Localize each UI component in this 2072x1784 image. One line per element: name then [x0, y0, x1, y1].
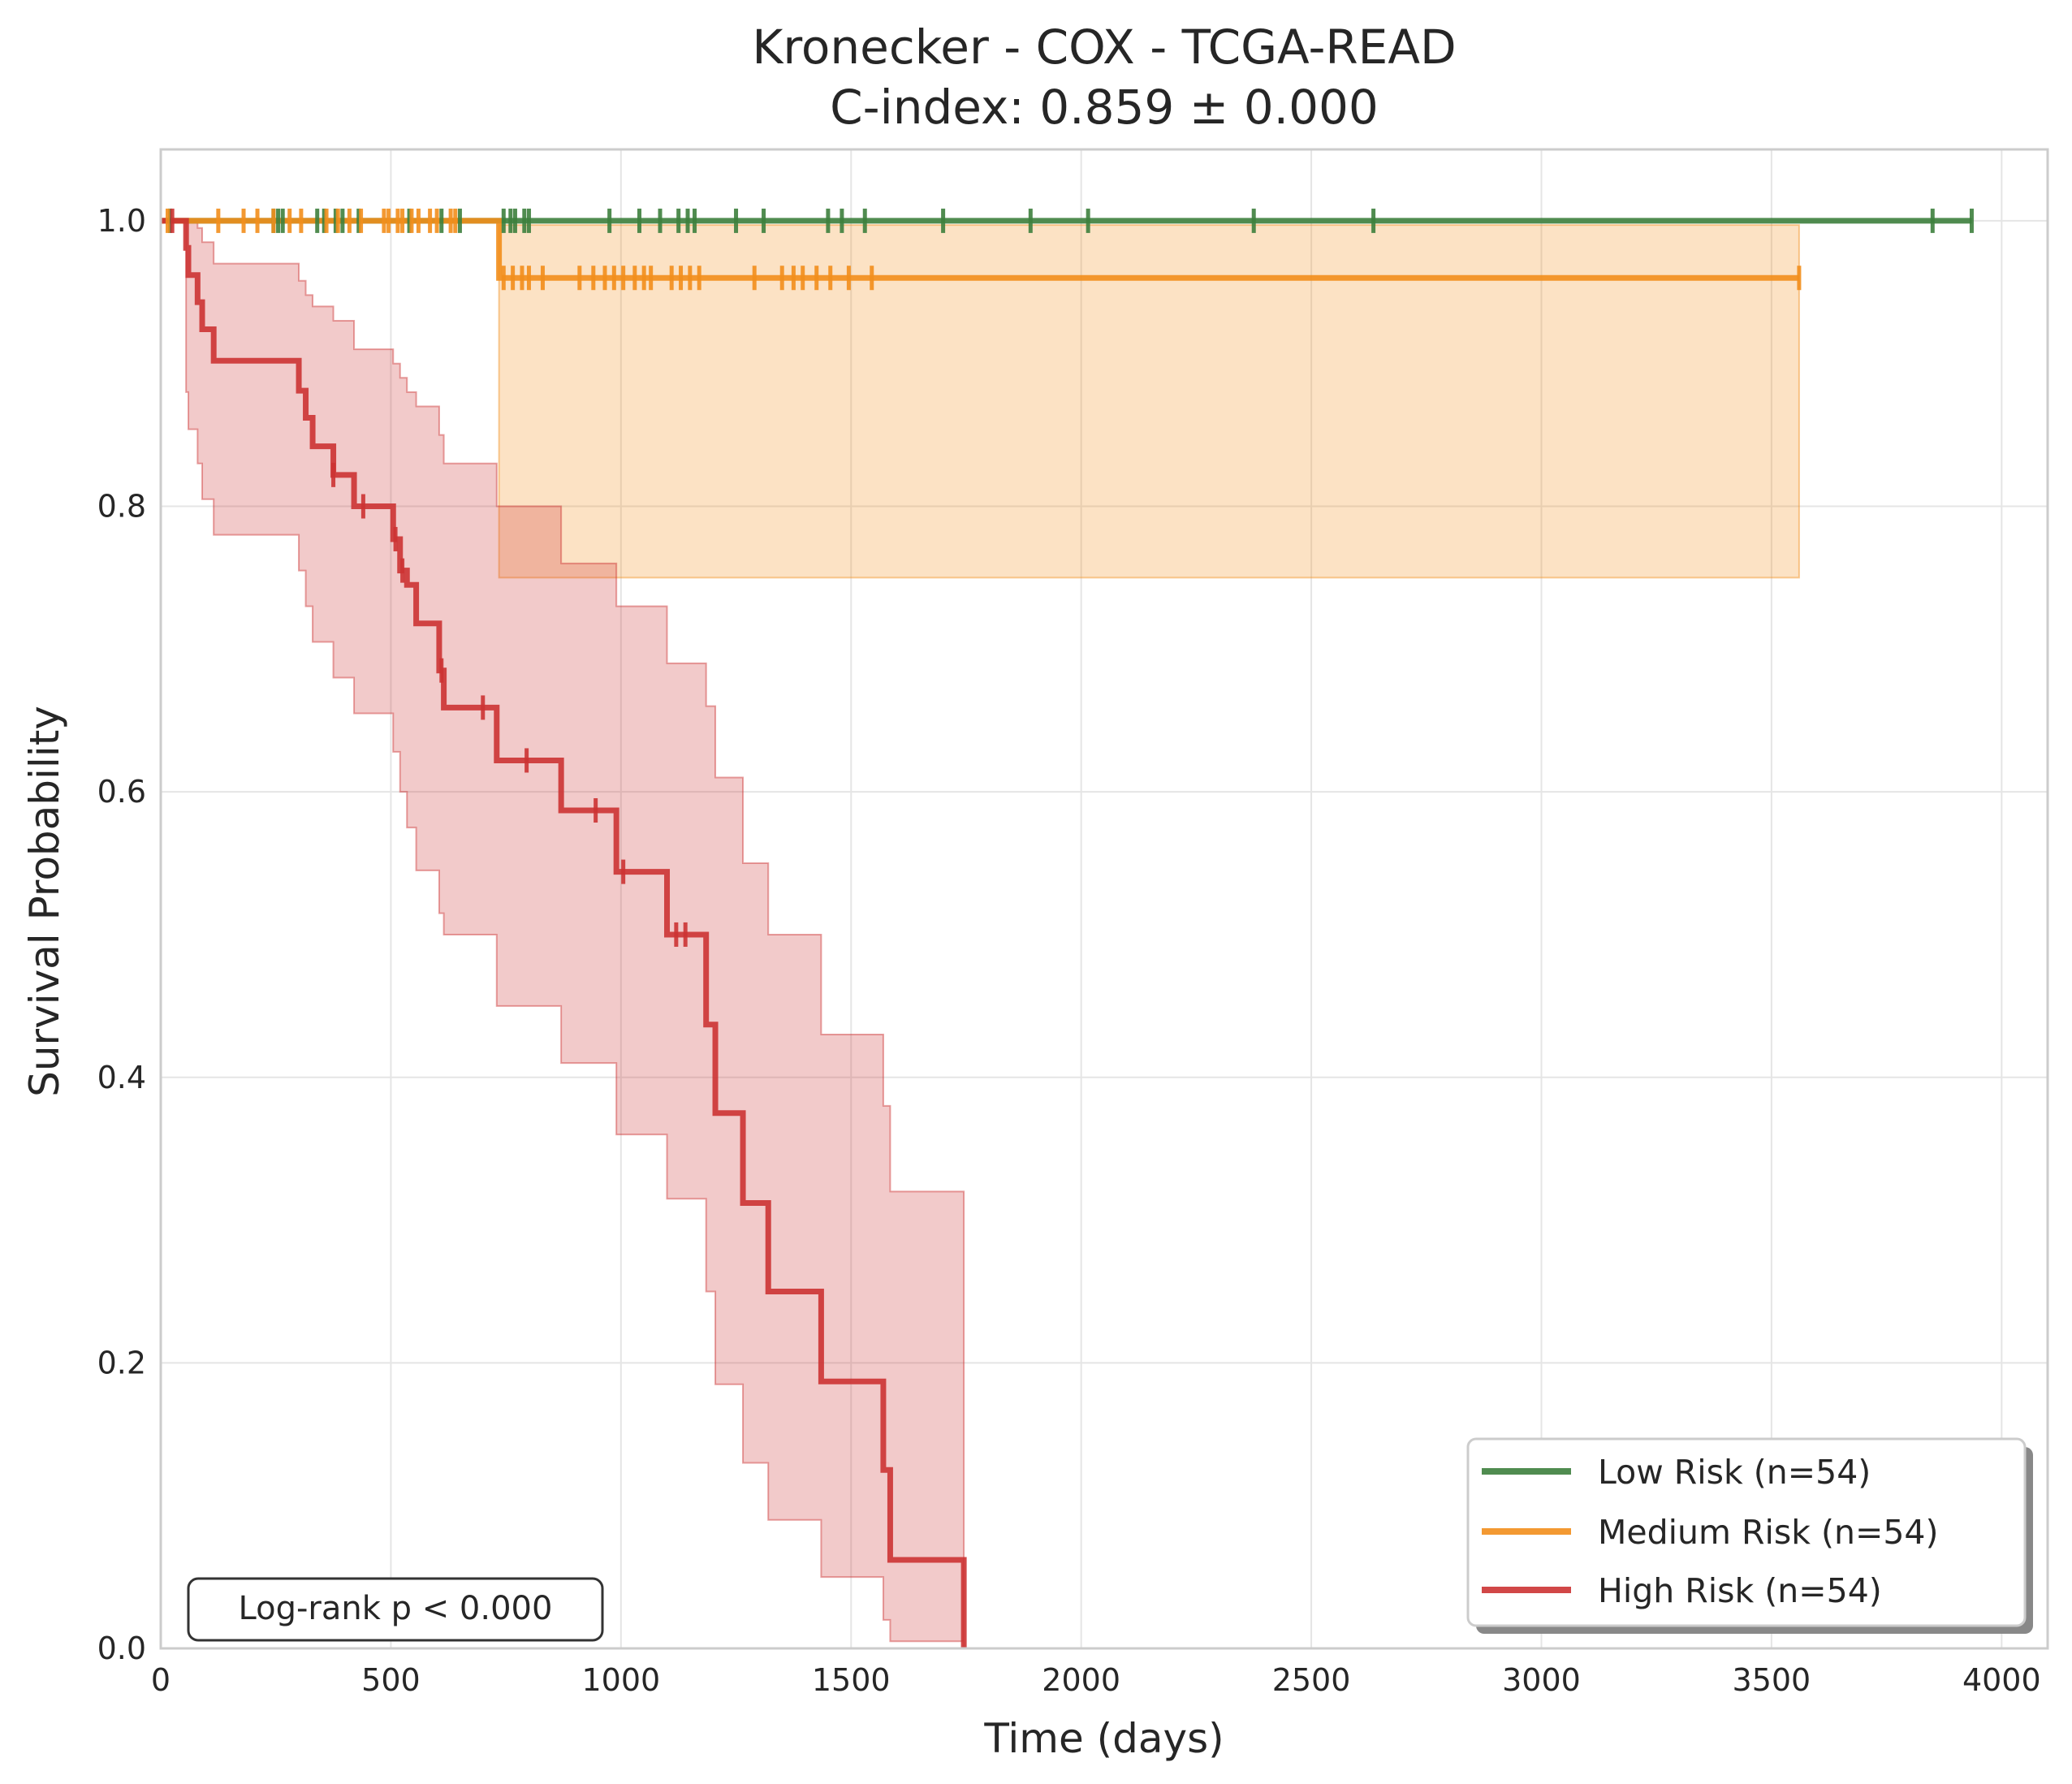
- x-tick-label: 3000: [1502, 1662, 1581, 1698]
- chart-title-line1: Kronecker - COX - TCGA-READ: [752, 19, 1456, 75]
- legend-label-low-risk: Low Risk (n=54): [1598, 1453, 1871, 1492]
- y-tick-label: 0.0: [97, 1631, 146, 1666]
- legend-label-medium-risk: Medium Risk (n=54): [1598, 1513, 1939, 1552]
- ci-band-1: [498, 224, 1800, 579]
- survival-curves: [161, 218, 1972, 1648]
- x-tick-label: 2500: [1272, 1662, 1351, 1698]
- annotation-text: Log-rank p < 0.000: [239, 1590, 553, 1627]
- x-tick-label: 3500: [1733, 1662, 1811, 1698]
- x-tick-label: 1500: [812, 1662, 891, 1698]
- y-tick-label: 0.2: [97, 1345, 146, 1380]
- chart-title-line2: C-index: 0.859 ± 0.000: [830, 80, 1379, 135]
- x-axis-label: Time (days): [983, 1715, 1224, 1762]
- y-tick-label: 0.6: [97, 774, 146, 810]
- y-tick-label: 0.4: [97, 1060, 146, 1095]
- x-tick-label: 4000: [1962, 1662, 2041, 1698]
- survival-curve-2: [161, 218, 967, 1648]
- y-tick-label: 0.8: [97, 489, 146, 525]
- annotation-box: [187, 1577, 604, 1642]
- x-tick-label: 0: [151, 1662, 171, 1698]
- legend: Low Risk (n=54) Medium Risk (n=54) High …: [1466, 1437, 2033, 1634]
- axis-ticks: 0 500 1000 1500 2000 2500 3000 3500 4000 0.0 0.2 0.…: [97, 203, 2041, 1698]
- y-tick-label: 1.0: [97, 203, 146, 239]
- x-tick-label: 2000: [1042, 1662, 1120, 1698]
- censor-marks: [166, 208, 1974, 947]
- survival-curve-1: [161, 218, 1799, 281]
- legend-box: [1466, 1437, 2027, 1627]
- x-tick-label: 1000: [581, 1662, 660, 1698]
- logrank-annotation: Log-rank p < 0.000: [187, 1577, 604, 1642]
- x-tick-label: 500: [361, 1662, 421, 1698]
- legend-label-high-risk: High Risk (n=54): [1598, 1571, 1882, 1610]
- plot-area-frame: [159, 148, 2049, 1650]
- y-axis-label: Survival Probability: [21, 706, 68, 1097]
